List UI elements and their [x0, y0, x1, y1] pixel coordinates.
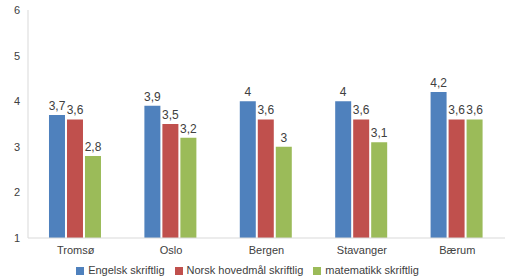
svg-text:Bærum: Bærum	[439, 244, 475, 256]
svg-text:3: 3	[14, 141, 20, 153]
svg-text:3,6: 3,6	[67, 103, 84, 117]
svg-text:4: 4	[14, 95, 20, 107]
svg-text:3,2: 3,2	[180, 122, 197, 136]
svg-text:2,8: 2,8	[85, 140, 102, 154]
svg-text:1: 1	[14, 232, 20, 244]
html-text:matematikk skriftlig: matematikk skriftlig	[325, 264, 419, 276]
svg-text:3,6: 3,6	[353, 103, 370, 117]
svg-text:3,1: 3,1	[371, 126, 388, 140]
html-text:Norsk hovedmål skriftlig: Norsk hovedmål skriftlig	[186, 264, 304, 276]
html-text:Engelsk skriftlig: Engelsk skriftlig	[88, 264, 165, 276]
svg-text:2: 2	[14, 186, 20, 198]
svg-text:Oslo: Oslo	[160, 244, 183, 256]
svg-text:3,6: 3,6	[466, 103, 483, 117]
svg-text:3,6: 3,6	[257, 103, 274, 117]
svg-text:3,6: 3,6	[448, 103, 465, 117]
svg-text:3,7: 3,7	[49, 99, 66, 113]
svg-text:3,5: 3,5	[162, 108, 179, 122]
svg-text:4: 4	[340, 85, 347, 99]
svg-text:4: 4	[244, 85, 251, 99]
svg-text:6: 6	[14, 4, 20, 16]
svg-text:Tromsø: Tromsø	[57, 244, 95, 256]
svg-text:Bergen: Bergen	[249, 244, 284, 256]
svg-text:3,9: 3,9	[144, 90, 161, 104]
svg-text:Stavanger: Stavanger	[337, 244, 387, 256]
svg-text:3: 3	[280, 131, 287, 145]
svg-text:5: 5	[14, 50, 20, 62]
svg-text:4,2: 4,2	[430, 76, 447, 90]
